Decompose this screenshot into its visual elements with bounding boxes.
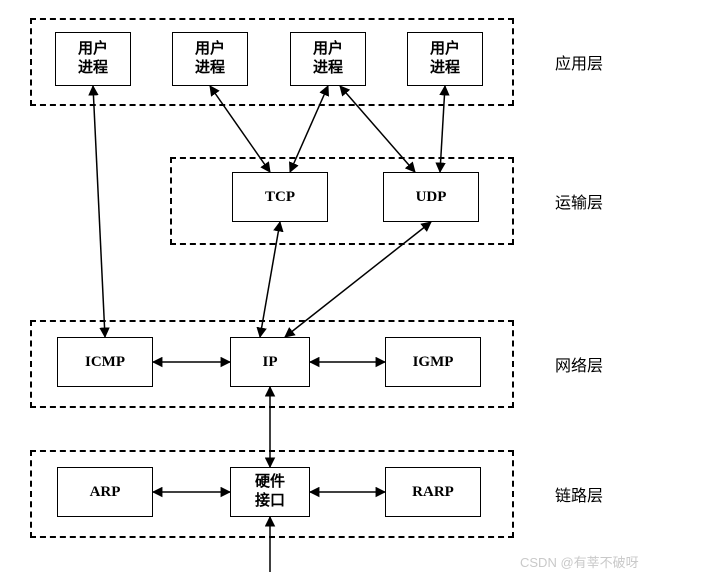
layer-label-tran: 运输层 bbox=[555, 189, 603, 213]
watermark: CSDN @有莘不破呀 bbox=[520, 552, 639, 571]
node-ip: IP bbox=[230, 337, 310, 387]
node-u1: 用户进程 bbox=[55, 32, 131, 86]
layer-label-link: 链路层 bbox=[555, 482, 603, 506]
edge-u1-icmp bbox=[93, 86, 105, 337]
layer-label-net: 网络层 bbox=[555, 352, 603, 376]
node-u2: 用户进程 bbox=[172, 32, 248, 86]
node-arp: ARP bbox=[57, 467, 153, 517]
node-u3: 用户进程 bbox=[290, 32, 366, 86]
node-u4: 用户进程 bbox=[407, 32, 483, 86]
node-hw: 硬件接口 bbox=[230, 467, 310, 517]
node-udp: UDP bbox=[383, 172, 479, 222]
node-igmp: IGMP bbox=[385, 337, 481, 387]
diagram-canvas: 用户进程用户进程用户进程用户进程TCPUDPICMPIPIGMPARP硬件接口R… bbox=[0, 0, 724, 577]
node-rarp: RARP bbox=[385, 467, 481, 517]
node-tcp: TCP bbox=[232, 172, 328, 222]
layer-label-app: 应用层 bbox=[555, 50, 603, 74]
node-icmp: ICMP bbox=[57, 337, 153, 387]
